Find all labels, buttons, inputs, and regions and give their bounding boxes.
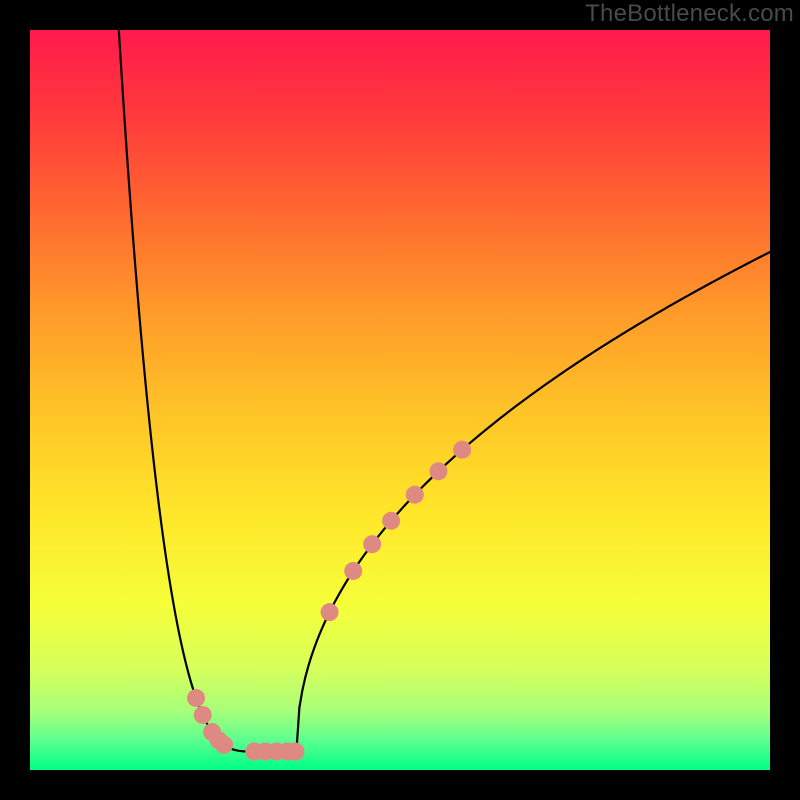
watermark-text: TheBottleneck.com bbox=[585, 0, 794, 28]
data-marker bbox=[194, 706, 212, 724]
chart-svg bbox=[0, 0, 800, 800]
chart-stage: TheBottleneck.com bbox=[0, 0, 800, 800]
data-marker bbox=[406, 486, 424, 504]
data-marker bbox=[363, 535, 381, 553]
data-marker bbox=[187, 689, 205, 707]
plot-background bbox=[30, 30, 770, 770]
data-marker bbox=[382, 512, 400, 530]
data-marker bbox=[453, 441, 471, 459]
data-marker bbox=[321, 603, 339, 621]
data-marker bbox=[429, 462, 447, 480]
data-marker bbox=[215, 736, 233, 754]
data-marker bbox=[287, 743, 305, 761]
data-marker bbox=[344, 562, 362, 580]
